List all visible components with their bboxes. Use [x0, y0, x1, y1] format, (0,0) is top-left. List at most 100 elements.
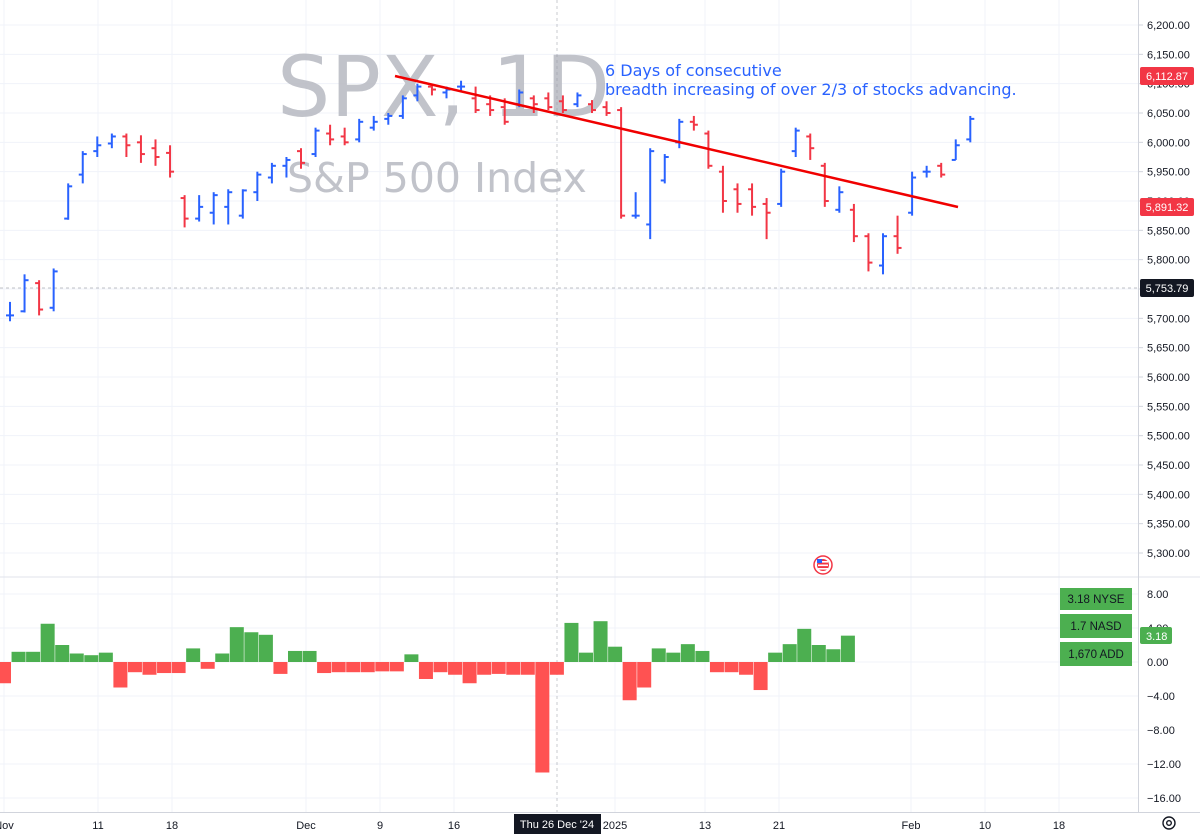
- ohlc-bar: [384, 113, 393, 125]
- annotation-line-2[interactable]: breadth increasing of over 2/3 of stocks…: [605, 80, 1017, 99]
- ohlc-bar: [922, 165, 931, 178]
- price-tick-label: 5,700.00: [1147, 313, 1190, 325]
- indicator-axis[interactable]: 8.004.000.00−4.00−8.00−12.00−16.00: [1147, 589, 1181, 805]
- time-tick-label: 21: [773, 820, 785, 832]
- ohlc-bar: [20, 274, 29, 313]
- ohlc-bar: [937, 162, 946, 178]
- histogram-bar: [608, 646, 623, 662]
- histogram-bar: [753, 662, 768, 691]
- us-flag-icon[interactable]: [813, 555, 833, 575]
- ohlc-bar: [195, 195, 204, 222]
- ohlc-bar: [864, 233, 873, 272]
- time-axis[interactable]: Nov 11 18 Dec 9 16 2025 13 21 Feb 10 18: [0, 820, 1065, 832]
- price-tick-label: 6,000.00: [1147, 137, 1190, 149]
- indicator-badge: 3.18: [1140, 627, 1172, 644]
- ohlc-bar: [6, 301, 14, 322]
- histogram-bar: [724, 662, 739, 673]
- legend-add-box: [1060, 642, 1132, 666]
- histogram-bar: [186, 648, 201, 662]
- histogram-bar: [273, 662, 288, 674]
- histogram-bar: [331, 662, 346, 673]
- histogram-bar: [244, 632, 259, 662]
- price-tick-label: 5,600.00: [1147, 372, 1190, 384]
- ohlc-bar: [966, 115, 975, 143]
- price-tick-label: 5,650.00: [1147, 343, 1190, 355]
- ohlc-bar: [35, 280, 44, 316]
- histogram-bar: [229, 627, 244, 662]
- annotation-line-1[interactable]: 6 Days of consecutive: [605, 61, 782, 80]
- histogram-bar: [695, 650, 710, 662]
- histogram-bar: [448, 662, 463, 675]
- time-tick-label: 13: [699, 820, 711, 832]
- histogram-bar: [157, 662, 172, 674]
- histogram-bar: [491, 662, 506, 674]
- trendline-group[interactable]: [394, 74, 959, 209]
- histogram-bar: [317, 662, 332, 674]
- ohlc-bar: [253, 171, 262, 201]
- ohlc-bar: [282, 157, 291, 178]
- ohlc-bar: [544, 92, 553, 111]
- histogram-bar: [113, 662, 128, 688]
- ohlc-bar: [398, 95, 407, 119]
- ohlc-bar: [64, 183, 73, 220]
- legend-nyse: 3.18 NYSE: [1068, 594, 1125, 606]
- indicator-tick-label: −16.00: [1147, 793, 1181, 805]
- ohlc-bar: [166, 145, 175, 178]
- histogram-bar: [404, 654, 419, 662]
- time-tick-label: 10: [979, 820, 991, 832]
- histogram-bar: [680, 644, 695, 662]
- histogram-bar: [564, 622, 579, 662]
- ohlc-bar: [820, 162, 829, 207]
- price-tick-label: 5,500.00: [1147, 431, 1190, 443]
- ohlc-bar: [413, 83, 422, 102]
- ohlc-bar: [224, 189, 233, 225]
- histogram-bar: [622, 662, 637, 701]
- histogram-bar: [477, 662, 492, 675]
- histogram-bar: [98, 652, 113, 662]
- price-tick-label: 5,400.00: [1147, 489, 1190, 501]
- histogram-bar: [768, 652, 783, 662]
- indicator-tick-label: 8.00: [1147, 589, 1168, 601]
- histogram-bar: [637, 662, 652, 688]
- crosshair-time-text: Thu 26 Dec '24: [520, 819, 594, 831]
- ohlc-bar: [340, 127, 349, 146]
- histogram-bar: [739, 662, 754, 675]
- histogram-bar: [200, 662, 215, 669]
- ohlc-bar: [951, 139, 960, 161]
- price-tick-label: 5,800.00: [1147, 255, 1190, 267]
- time-tick-label: 9: [377, 820, 383, 832]
- ohlc-bar: [151, 139, 160, 166]
- legend-add: 1,670 ADD: [1068, 649, 1124, 661]
- ohlc-bar: [267, 162, 276, 184]
- gear-icon[interactable]: [1162, 816, 1176, 830]
- ohlc-bar: [49, 268, 58, 312]
- ohlc-bar: [122, 133, 131, 157]
- price-axis[interactable]: 6,200.006,150.006,100.006,050.006,000.00…: [1138, 20, 1190, 560]
- price-tick-label: 5,300.00: [1147, 548, 1190, 560]
- legend-nasd-box: [1060, 614, 1132, 638]
- ohlc-bar: [529, 95, 538, 113]
- histogram-bar: [593, 621, 608, 662]
- price-tick-label: 6,150.00: [1147, 49, 1190, 61]
- ohlc-bar: [791, 127, 800, 157]
- price-badge-trend-text: 5,891.32: [1146, 202, 1189, 214]
- ohlc-bar: [326, 124, 335, 146]
- ohlc-bar: [369, 115, 378, 131]
- ohlc-bar: [879, 233, 887, 275]
- indicator-tick-label: −8.00: [1147, 725, 1175, 737]
- time-tick-label: Nov: [0, 820, 14, 832]
- histogram-bar: [666, 652, 681, 662]
- watermark-name: S&P 500 Index: [287, 154, 587, 202]
- histogram-bar: [462, 662, 477, 684]
- time-tick-label: 16: [448, 820, 460, 832]
- breadth-legend[interactable]: 3.18 NYSE 1.7 NASD 1,670 ADD: [1060, 588, 1132, 666]
- histogram-bar: [579, 652, 593, 662]
- price-tick-label: 5,550.00: [1147, 401, 1190, 413]
- ohlc-bar: [777, 168, 786, 207]
- ohlc-bar: [733, 183, 742, 213]
- histogram-bar: [258, 634, 273, 662]
- ohlc-bar: [908, 171, 917, 216]
- histogram-bar: [26, 651, 41, 662]
- histogram-bar: [171, 662, 186, 674]
